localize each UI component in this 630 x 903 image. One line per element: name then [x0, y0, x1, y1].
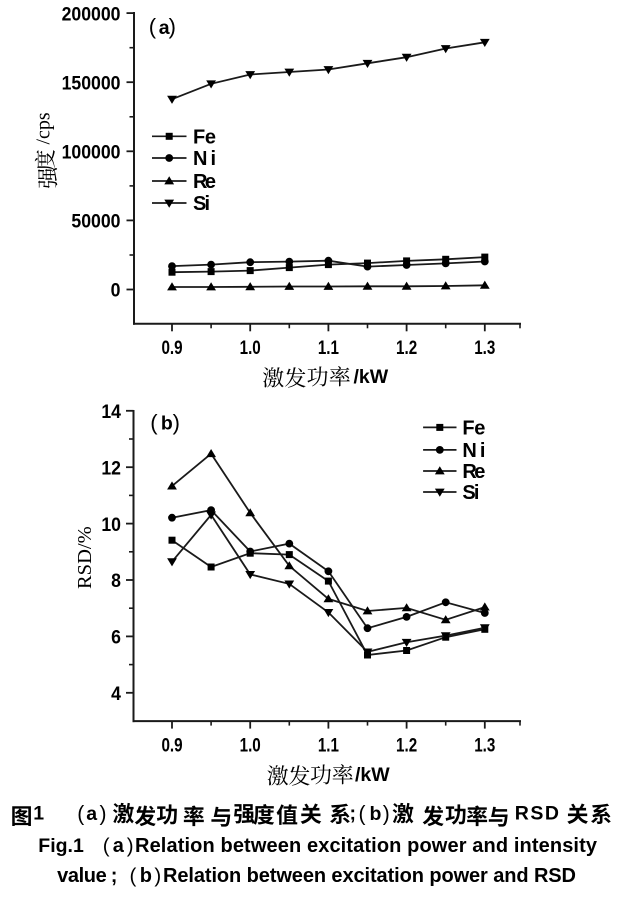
svg-text:b: b	[140, 865, 152, 887]
svg-text:): )	[100, 803, 107, 826]
svg-text:8: 8	[111, 570, 121, 592]
svg-text:RSD: RSD	[515, 803, 559, 825]
svg-text:a: a	[159, 17, 170, 39]
svg-text:0: 0	[111, 279, 121, 301]
svg-text:12: 12	[101, 457, 121, 479]
svg-text:;: ;	[350, 803, 357, 825]
svg-text:Fe: Fe	[193, 126, 216, 148]
svg-text:100000: 100000	[62, 141, 121, 163]
svg-text:0.9: 0.9	[161, 336, 182, 358]
svg-text:): )	[154, 864, 161, 887]
svg-text:1.2: 1.2	[396, 336, 417, 358]
svg-text:1.1: 1.1	[318, 336, 339, 358]
svg-text:1.3: 1.3	[474, 336, 495, 358]
svg-text:): )	[127, 834, 134, 857]
svg-text:0.9: 0.9	[161, 734, 182, 756]
svg-text:;: ;	[111, 865, 118, 887]
svg-text:4: 4	[111, 682, 122, 704]
svg-text:1.1: 1.1	[318, 734, 339, 756]
svg-text:(: (	[77, 803, 84, 826]
svg-text:Si: Si	[462, 482, 479, 504]
svg-text:200000: 200000	[62, 3, 121, 25]
svg-text:a: a	[86, 803, 97, 825]
svg-text:1: 1	[33, 803, 44, 825]
svg-text:(: (	[103, 834, 110, 857]
svg-text:1.2: 1.2	[396, 734, 417, 756]
svg-text:/kW: /kW	[355, 764, 390, 786]
svg-text:1.0: 1.0	[240, 336, 261, 358]
svg-text:/kW: /kW	[354, 366, 389, 388]
svg-text:): )	[383, 803, 390, 826]
svg-text:Ni: Ni	[193, 148, 216, 170]
svg-text:Si: Si	[193, 193, 210, 215]
svg-text:a: a	[113, 835, 125, 857]
svg-text:Relation between excitation po: Relation between excitation power and in…	[135, 835, 598, 857]
svg-text:): )	[169, 14, 176, 39]
svg-text:150000: 150000	[62, 72, 121, 94]
svg-text:Fig.1: Fig.1	[38, 835, 84, 857]
svg-text:(: (	[130, 864, 137, 887]
svg-text:1.3: 1.3	[474, 734, 495, 756]
svg-text:Fe: Fe	[462, 417, 485, 439]
svg-text:/cps: /cps	[33, 112, 55, 148]
svg-text:(: (	[359, 803, 366, 826]
svg-text:b: b	[161, 413, 173, 435]
svg-text:RSD/%: RSD/%	[74, 526, 96, 589]
svg-text:50000: 50000	[71, 210, 120, 232]
svg-text:(: (	[150, 410, 158, 435]
svg-text:6: 6	[111, 626, 121, 648]
svg-text:(: (	[149, 14, 157, 39]
svg-text:Ni: Ni	[462, 440, 485, 462]
svg-text:14: 14	[101, 400, 121, 422]
svg-text:value: value	[57, 865, 107, 887]
svg-text:10: 10	[101, 513, 121, 535]
svg-text:): )	[173, 410, 180, 435]
svg-text:Relation between excitation po: Relation between excitation power and RS…	[163, 865, 576, 887]
svg-text:b: b	[370, 803, 382, 825]
svg-text:Re: Re	[462, 461, 485, 483]
svg-text:1.0: 1.0	[240, 734, 261, 756]
svg-text:Re: Re	[193, 171, 216, 193]
